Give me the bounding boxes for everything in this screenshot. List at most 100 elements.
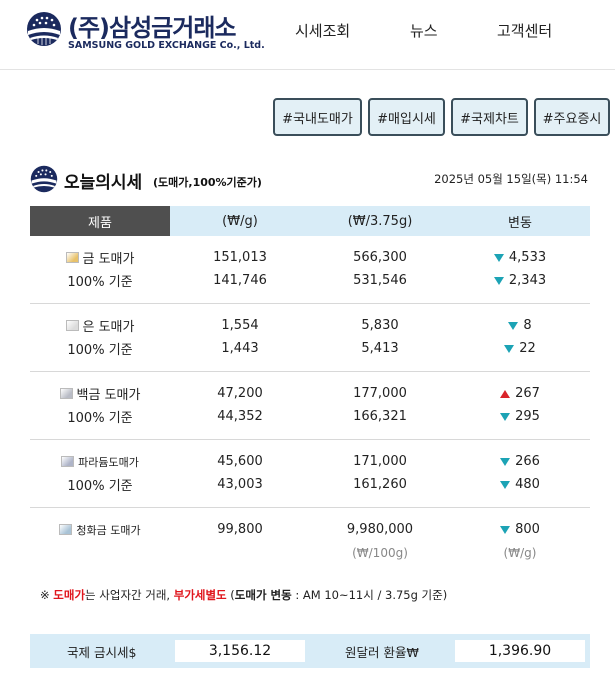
table-row: 100% 기준 44,352 166,321 295 — [30, 405, 590, 428]
nav-news[interactable]: 뉴스 — [410, 22, 438, 40]
product-cell: 100% 기준 — [30, 405, 170, 428]
globe-section-icon — [30, 165, 58, 193]
arrow-down-icon — [500, 457, 511, 466]
price-per-gram: 1,554 — [221, 318, 259, 333]
product-group: 은 도매가 1,554 5,830 8 100% 기준 1,443 5,413 22 — [30, 308, 590, 372]
header-product: 제품 — [30, 206, 170, 236]
price-change: 22 — [450, 337, 590, 360]
arrow-down-icon — [493, 276, 504, 285]
note-wholesale: 도매가 — [53, 588, 86, 602]
globe-logo-icon[interactable] — [26, 11, 62, 47]
unit-per-100g: (₩/100g) — [352, 545, 408, 560]
product-group: 청화금 도매가 99,800 9,980,000 800 (₩/100g) (₩/g) — [30, 512, 590, 578]
price-per-gram: 45,600 — [217, 454, 263, 469]
product-name: 100% 기준 — [67, 411, 133, 426]
product-name: 100% 기준 — [67, 275, 133, 290]
change-value: 2,343 — [508, 273, 547, 288]
header-per-don: (₩/3.75g) — [347, 213, 413, 229]
price-per-gram: 151,013 — [213, 250, 267, 265]
price-per-gram: 47,200 — [217, 386, 263, 401]
change-value: 267 — [515, 386, 540, 401]
metal-bar-icon — [59, 388, 73, 399]
intl-gold-value: 3,156.12 — [175, 640, 305, 662]
nav-price-lookup[interactable]: 시세조회 — [295, 22, 351, 40]
product-cell: 금 도매가 — [30, 246, 170, 269]
price-table-header: 제품 (₩/g) (₩/3.75g) 변동 — [30, 206, 590, 236]
table-row: 100% 기준 141,746 531,546 2,343 — [30, 269, 590, 292]
market-rates-bar: 국제 금시세$ 3,156.12 원달러 환율₩ 1,396.90 — [30, 634, 590, 668]
product-cell: 백금 도매가 — [30, 382, 170, 405]
note-change-label: 도매가 변동 — [234, 588, 292, 602]
metal-bar-icon — [65, 320, 79, 331]
product-cell: 100% 기준 — [30, 473, 170, 496]
product-name: 100% 기준 — [67, 479, 133, 494]
product-name: 청화금 도매가 — [76, 523, 141, 537]
wholesale-note: ※ 도매가는 사업자간 거래, 부가세별도 (도매가 변동 : AM 10~11… — [40, 588, 448, 602]
product-name: 금 도매가 — [82, 252, 135, 267]
intl-gold-label: 국제 금시세$ — [67, 644, 137, 660]
fx-rate-value: 1,396.90 — [455, 640, 585, 662]
price-change: 266 — [450, 450, 590, 473]
tag-major-markets[interactable]: #주요증시 — [534, 98, 610, 136]
header-change: 변동 — [508, 215, 532, 231]
price-timestamp: 2025년 05월 15일(목) 11:54 — [434, 172, 588, 186]
price-per-gram: 141,746 — [213, 273, 267, 288]
change-value: 22 — [519, 341, 536, 356]
brand-name-korean[interactable]: (주)삼성금거래소 — [68, 14, 236, 42]
product-name: 백금 도매가 — [76, 388, 141, 403]
arrow-down-icon — [500, 480, 511, 489]
price-per-don: 161,260 — [353, 477, 407, 492]
arrow-down-icon — [500, 412, 511, 421]
product-cell: 청화금 도매가 — [30, 518, 170, 541]
metal-bar-icon — [65, 252, 79, 263]
table-row: 백금 도매가 47,200 177,000 267 — [30, 382, 590, 405]
tag-domestic-wholesale[interactable]: #국내도매가 — [273, 98, 362, 136]
table-row: 금 도매가 151,013 566,300 4,533 — [30, 246, 590, 269]
product-name: 100% 기준 — [67, 343, 133, 358]
section-subtitle: (도매가,100%기준가) — [153, 176, 262, 189]
tag-international-chart[interactable]: #국제차트 — [451, 98, 528, 136]
table-row: 100% 기준 1,443 5,413 22 — [30, 337, 590, 360]
product-group: 백금 도매가 47,200 177,000 267 100% 기준 44,352 166,3… — [30, 376, 590, 440]
tag-purchase-price[interactable]: #매입시세 — [368, 98, 445, 136]
unit-per-gram: (₩/g) — [503, 545, 537, 560]
price-change: 480 — [450, 473, 590, 496]
product-cell: 파라듐도매가 — [30, 450, 170, 473]
price-per-don: 171,000 — [353, 454, 407, 469]
section-title: 오늘의시세 — [64, 173, 143, 193]
price-change: 8 — [450, 314, 590, 337]
change-value: 4,533 — [508, 250, 547, 265]
price-per-gram: 99,800 — [217, 522, 263, 537]
table-row: 은 도매가 1,554 5,830 8 — [30, 314, 590, 337]
price-per-don: 566,300 — [353, 250, 407, 265]
price-change: 295 — [450, 405, 590, 428]
price-per-gram: 44,352 — [217, 409, 263, 424]
nav-customer-center[interactable]: 고객센터 — [497, 22, 553, 40]
product-name: 파라듐도매가 — [78, 455, 139, 469]
product-cell: 은 도매가 — [30, 314, 170, 337]
note-vat: 부가세별도 — [173, 588, 227, 602]
price-per-don: 531,546 — [353, 273, 407, 288]
table-row: 청화금 도매가 99,800 9,980,000 800 — [30, 518, 590, 541]
price-per-don: 9,980,000 — [346, 522, 414, 537]
change-value: 8 — [523, 318, 532, 333]
brand-name-english[interactable]: SAMSUNG GOLD EXCHANGE Co., Ltd. — [68, 40, 265, 51]
price-per-gram: 43,003 — [217, 477, 263, 492]
price-change: 267 — [450, 382, 590, 405]
header-per-gram: (₩/g) — [222, 213, 258, 229]
change-value: 266 — [515, 454, 540, 469]
metal-bar-icon — [61, 456, 75, 467]
price-change: 800 — [450, 518, 590, 541]
change-value: 800 — [515, 522, 540, 537]
arrow-down-icon — [500, 525, 511, 534]
arrow-down-icon — [508, 321, 519, 330]
change-value: 480 — [515, 477, 540, 492]
arrow-down-icon — [493, 253, 504, 262]
product-cell: 100% 기준 — [30, 269, 170, 292]
table-row: 100% 기준 43,003 161,260 480 — [30, 473, 590, 496]
price-per-don: 177,000 — [353, 386, 407, 401]
metal-bar-icon — [59, 524, 73, 535]
product-cell: 100% 기준 — [30, 337, 170, 360]
unit-row: (₩/100g) (₩/g) — [30, 541, 590, 564]
change-value: 295 — [515, 409, 540, 424]
